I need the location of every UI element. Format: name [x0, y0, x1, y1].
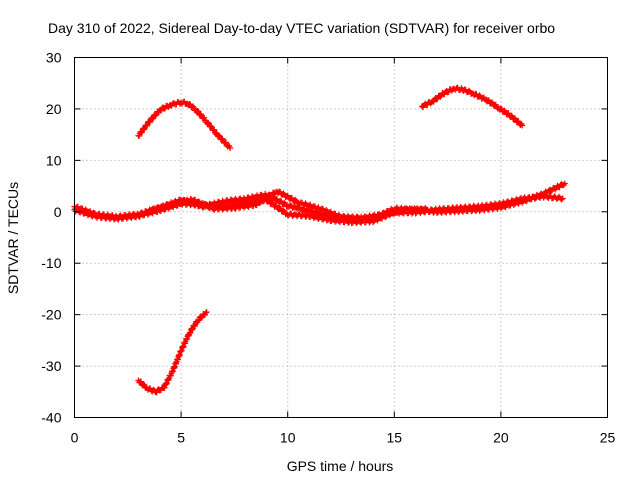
- x-tick-label: 5: [177, 430, 185, 446]
- data-point: [508, 112, 515, 119]
- x-axis-label: GPS time / hours: [287, 458, 394, 474]
- data-point: [198, 314, 205, 321]
- data-point: [561, 180, 568, 187]
- y-tick-label: 0: [54, 204, 62, 220]
- data-point: [302, 200, 309, 207]
- data-point: [276, 205, 283, 212]
- data-point: [189, 326, 196, 333]
- data-point: [149, 115, 156, 122]
- series-arc-lower-left: [135, 309, 210, 396]
- data-point: [176, 201, 183, 208]
- data-point: [558, 196, 565, 203]
- data-point: [256, 200, 263, 207]
- y-tick-label: -20: [41, 307, 61, 323]
- grid: [74, 57, 608, 418]
- y-tick-label: -30: [41, 358, 61, 374]
- x-tick-label: 10: [280, 430, 296, 446]
- y-tick-label: -40: [41, 410, 61, 426]
- series-band-3: [146, 188, 430, 222]
- data-point: [187, 329, 194, 336]
- y-tick-label: 10: [46, 152, 62, 168]
- plot-frame: [74, 57, 608, 418]
- data-point: [202, 309, 209, 316]
- series-arc-upper-right: [419, 84, 526, 129]
- data-point: [519, 122, 526, 129]
- data-point: [227, 145, 234, 152]
- data-point: [195, 198, 202, 205]
- x-tick-label: 20: [493, 430, 509, 446]
- data-point: [140, 381, 147, 388]
- x-tick-label: 25: [600, 430, 616, 446]
- data-point: [203, 309, 210, 316]
- chart-title: Day 310 of 2022, Sidereal Day-to-day VTE…: [48, 20, 555, 36]
- data-point: [267, 192, 274, 199]
- x-tick-label: 0: [71, 430, 79, 446]
- data-point: [423, 206, 430, 213]
- data-point: [559, 195, 566, 202]
- data-point: [211, 126, 218, 133]
- axis-ticks: 0 5 10 15 20 25 -40 -30 -20 -10 0 10 20 30: [41, 50, 615, 446]
- data-point: [194, 107, 201, 114]
- y-axis-label: SDTVAR / TECUs: [5, 182, 21, 294]
- x-tick-label: 15: [387, 430, 403, 446]
- data-point: [476, 92, 483, 99]
- data-point: [216, 132, 223, 139]
- data-point: [497, 105, 504, 112]
- y-tick-label: 20: [46, 101, 62, 117]
- data-point: [205, 119, 212, 126]
- data-point: [222, 139, 229, 146]
- series-arc-upper-left: [135, 98, 234, 152]
- y-tick-label: -10: [41, 255, 61, 271]
- data-point: [292, 196, 299, 203]
- data-point: [369, 219, 376, 226]
- data-points: [71, 84, 568, 396]
- data-point: [146, 119, 153, 126]
- data-point: [422, 204, 429, 211]
- y-tick-label: 30: [46, 50, 62, 66]
- data-point: [465, 87, 472, 94]
- data-point: [510, 199, 517, 206]
